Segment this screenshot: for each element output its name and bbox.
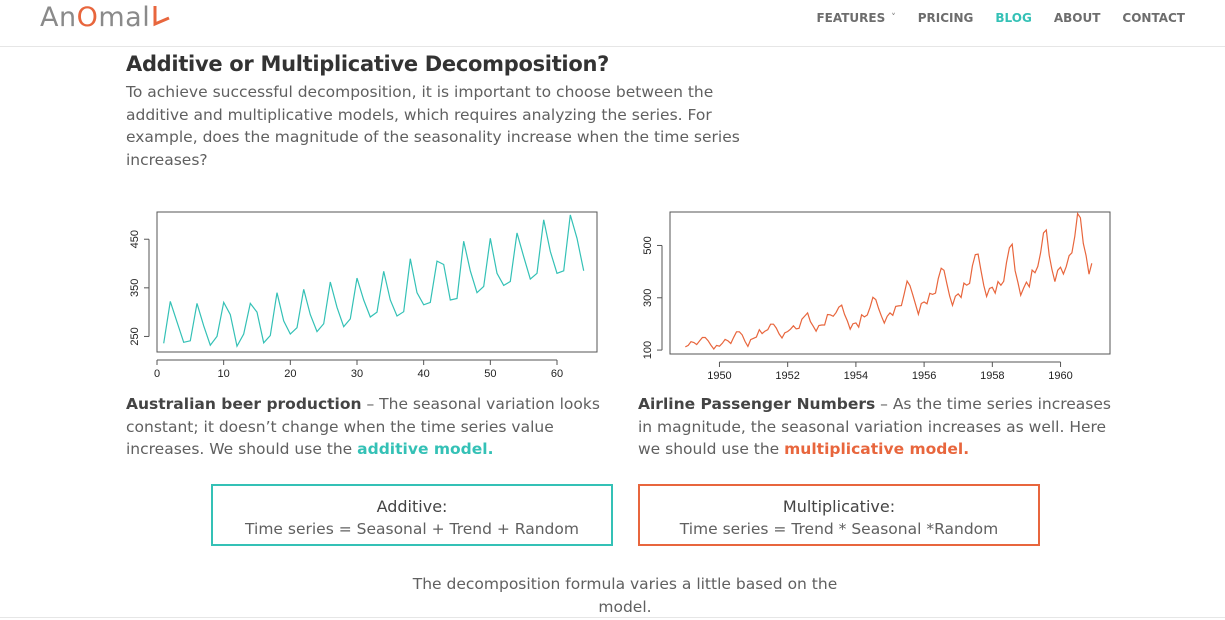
x-tick-label: 1950: [707, 370, 731, 382]
multiplicative-formula: Time series = Trend * Seasonal *Random: [679, 520, 999, 538]
x-tick-label: 10: [218, 368, 230, 380]
top-navigation-bar: AnOmal FEATURES ˅ PRICING BLOG ABOUT CONT…: [0, 0, 1225, 47]
x-tick-label: 40: [418, 368, 430, 380]
nav-features[interactable]: FEATURES ˅: [794, 10, 895, 26]
plot-frame: [156, 211, 598, 353]
nav-pricing[interactable]: PRICING: [896, 10, 974, 26]
nav-contact[interactable]: CONTACT: [1100, 10, 1185, 26]
x-tick-label: 1958: [980, 370, 1004, 382]
airline-caption: Airline Passenger Numbers – As the time …: [638, 393, 1128, 461]
nav-about-label: ABOUT: [1053, 11, 1101, 25]
nav-blog-label: BLOG: [995, 11, 1032, 25]
beer-production-plot: 0 10 20 30 40 50 60 250 350 450: [129, 211, 598, 380]
bottom-divider: [0, 617, 1225, 618]
x-tick-label: 1954: [844, 370, 868, 382]
footer-note: The decomposition formula varies a littl…: [412, 575, 838, 616]
x-tick-label: 1956: [912, 370, 936, 382]
multiplicative-title: Multiplicative:: [782, 497, 896, 516]
beer-caption-bold: Australian beer production: [126, 395, 362, 413]
airline-caption-text: – As the time series increases in magnit…: [638, 395, 1111, 458]
x-tick-label: 1952: [775, 370, 799, 382]
x-tick-label: 50: [484, 368, 496, 380]
x-tick-label: 1960: [1048, 370, 1072, 382]
y-tick-label: 100: [642, 341, 654, 359]
y-tick-label: 250: [129, 327, 141, 345]
additive-formula: Time series = Seasonal + Trend + Random: [245, 520, 579, 538]
nav-contact-label: CONTACT: [1122, 11, 1185, 25]
logo-mal: mal: [98, 2, 151, 33]
logo-y-mark-icon: [153, 6, 170, 27]
additive-formula-box: Additive: Time series = Seasonal + Trend…: [211, 484, 613, 546]
y-tick-label: 350: [129, 279, 141, 297]
y-tick-label: 300: [642, 289, 654, 307]
logo-o: O: [76, 2, 99, 33]
main-menu: FEATURES ˅ PRICING BLOG ABOUT CONTACT: [794, 10, 1185, 26]
multiplicative-model-link[interactable]: multiplicative model.: [784, 440, 970, 458]
airline-passengers-plot: 1950 1952 1954 1956 1958 1960 100 300 500: [642, 211, 1111, 382]
section-title: Additive or Multiplicative Decomposition…: [126, 52, 609, 76]
x-tick-label: 20: [284, 368, 296, 380]
x-tick-label: 0: [154, 368, 160, 380]
additive-title: Additive:: [376, 497, 448, 516]
plot-frame: [669, 211, 1111, 355]
logo-an: An: [40, 2, 77, 33]
x-tick-label: 30: [351, 368, 363, 380]
chevron-down-icon: ˅: [891, 13, 896, 23]
nav-pricing-label: PRICING: [917, 11, 974, 25]
nav-blog[interactable]: BLOG: [973, 10, 1031, 26]
x-tick-label: 60: [551, 368, 563, 380]
intro-paragraph: To achieve successful decomposition, it …: [126, 83, 740, 169]
nav-about[interactable]: ABOUT: [1032, 10, 1101, 26]
y-tick-label: 500: [642, 236, 654, 254]
nav-features-label: FEATURES: [816, 11, 886, 25]
beer-production-chart: 0 10 20 30 40 50 60 250 350 450: [126, 204, 606, 394]
multiplicative-formula-box: Multiplicative: Time series = Trend * Se…: [638, 484, 1040, 546]
additive-model-link[interactable]: additive model.: [357, 440, 494, 458]
anomaly-logo[interactable]: AnOmal: [40, 2, 171, 34]
y-tick-label: 450: [129, 230, 141, 248]
beer-caption-text: – The seasonal variation looks constant;…: [126, 395, 600, 458]
series-line: [685, 211, 1093, 350]
series-line: [163, 214, 585, 348]
airline-caption-bold: Airline Passenger Numbers: [638, 395, 876, 413]
airline-passengers-chart: 1950 1952 1954 1956 1958 1960 100 300 500: [638, 204, 1128, 394]
beer-caption: Australian beer production – The seasona…: [126, 393, 616, 461]
